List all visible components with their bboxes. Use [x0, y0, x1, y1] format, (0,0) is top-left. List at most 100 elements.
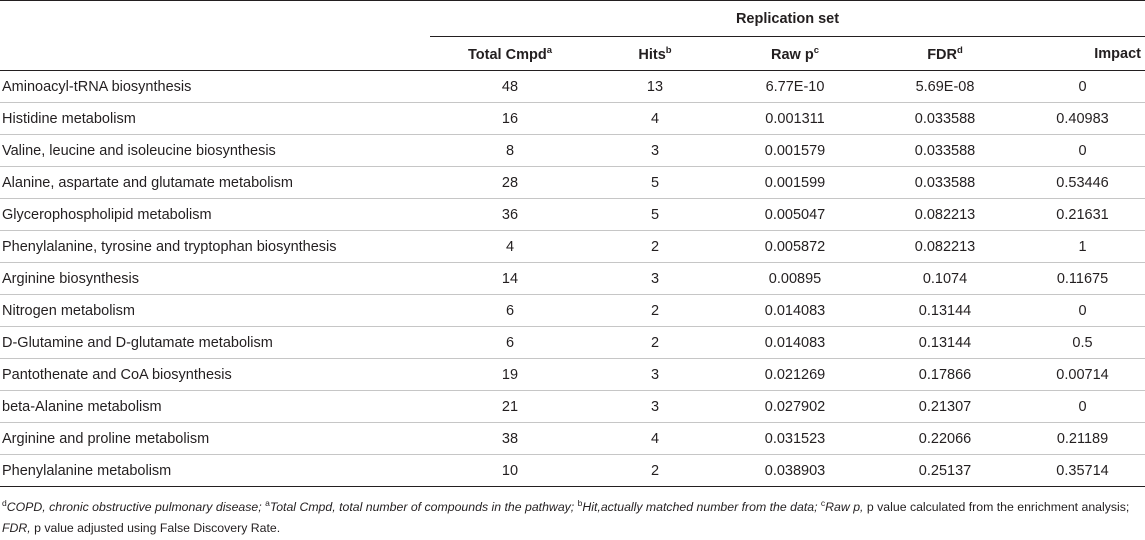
replication-set-header: Replication set	[430, 0, 1145, 37]
pathway-name: Glycerophospholipid metabolism	[0, 198, 430, 231]
total-cmpd-cell: 19	[430, 358, 590, 391]
group-header-row: Replication set	[0, 0, 1145, 37]
hits-cell: 5	[590, 198, 720, 231]
column-header-total-cmpd: Total Cmpda	[430, 36, 590, 71]
impact-cell: 0.35714	[1020, 454, 1145, 487]
footnote-marker-a: a	[265, 498, 270, 508]
fdr-cell: 5.69E-08	[870, 70, 1020, 103]
footnote-marker-b: b	[577, 498, 583, 508]
table-footnote: dCOPD, chronic obstructive pulmonary dis…	[0, 487, 1145, 539]
table-row: Histidine metabolism 16 4 0.001311 0.033588 0…	[0, 102, 1145, 135]
footnote-fdr-label: FDR,	[2, 521, 35, 536]
fdr-cell: 0.082213	[870, 198, 1020, 231]
impact-cell: 0.00714	[1020, 358, 1145, 391]
column-header-label: Hits	[638, 46, 666, 63]
fdr-cell: 0.033588	[870, 102, 1020, 135]
footnote-marker: a	[546, 44, 552, 56]
total-cmpd-cell: 4	[430, 230, 590, 263]
total-cmpd-cell: 21	[430, 390, 590, 423]
table-row: Phenylalanine metabolism 10 2 0.038903 0.251…	[0, 454, 1145, 487]
column-header-hits: Hitsb	[590, 36, 720, 71]
raw-p-cell: 0.005872	[720, 230, 870, 263]
pathway-enrichment-table: Replication set Total Cmpda Hitsb Raw pc…	[0, 0, 1145, 487]
impact-cell: 0.53446	[1020, 166, 1145, 199]
total-cmpd-cell: 16	[430, 102, 590, 135]
footnote-fdr-text: p value adjusted using False Discovery R…	[34, 521, 281, 536]
table-row: Alanine, aspartate and glutamate metabol…	[0, 166, 1145, 199]
pathway-name: D-Glutamine and D-glutamate metabolism	[0, 326, 430, 359]
hits-cell: 4	[590, 422, 720, 455]
raw-p-cell: 0.014083	[720, 294, 870, 327]
impact-cell: 0.40983	[1020, 102, 1145, 135]
raw-p-cell: 6.77E-10	[720, 70, 870, 103]
total-cmpd-cell: 48	[430, 70, 590, 103]
table-row: Aminoacyl-tRNA biosynthesis 48 13 6.77E-10 5…	[0, 70, 1145, 103]
raw-p-cell: 0.027902	[720, 390, 870, 423]
table-row: Pantothenate and CoA biosynthesis 19 3 0.02…	[0, 358, 1145, 391]
fdr-cell: 0.082213	[870, 230, 1020, 263]
impact-cell: 0.5	[1020, 326, 1145, 359]
footnote-marker: b	[665, 44, 672, 56]
fdr-cell: 0.21307	[870, 390, 1020, 423]
table-row: Glycerophospholipid metabolism 36 5 0.00504…	[0, 198, 1145, 231]
table-row: Valine, leucine and isoleucine biosynthe…	[0, 134, 1145, 167]
fdr-cell: 0.25137	[870, 454, 1020, 487]
pathway-name: Valine, leucine and isoleucine biosynthe…	[0, 134, 430, 167]
raw-p-cell: 0.001579	[720, 134, 870, 167]
footnote-copd: COPD, chronic obstructive pulmonary dise…	[6, 500, 266, 515]
fdr-cell: 0.033588	[870, 134, 1020, 167]
total-cmpd-cell: 38	[430, 422, 590, 455]
total-cmpd-cell: 6	[430, 326, 590, 359]
pathway-name: Arginine and proline metabolism	[0, 422, 430, 455]
raw-p-cell: 0.001311	[720, 102, 870, 135]
raw-p-cell: 0.021269	[720, 358, 870, 391]
pathway-name: Phenylalanine metabolism	[0, 454, 430, 487]
impact-cell: 1	[1020, 230, 1145, 263]
header-spacer	[0, 0, 430, 37]
footnote-marker: d	[957, 44, 963, 56]
pathway-name: Aminoacyl-tRNA biosynthesis	[0, 70, 430, 103]
raw-p-cell: 0.00895	[720, 262, 870, 295]
footnote-total-cmpd: Total Cmpd, total number of compounds in…	[269, 500, 578, 515]
column-header-pathway	[0, 36, 430, 71]
pathway-name: Arginine biosynthesis	[0, 262, 430, 295]
hits-cell: 2	[590, 294, 720, 327]
footnote-raw-p-text: p value calculated from the enrichment a…	[866, 500, 1130, 515]
pathway-name: Pantothenate and CoA biosynthesis	[0, 358, 430, 391]
pathway-name: Nitrogen metabolism	[0, 294, 430, 327]
impact-cell: 0.21631	[1020, 198, 1145, 231]
raw-p-cell: 0.014083	[720, 326, 870, 359]
raw-p-cell: 0.005047	[720, 198, 870, 231]
column-header-fdr: FDRd	[870, 36, 1020, 71]
table-row: beta-Alanine metabolism 21 3 0.027902 0.2130…	[0, 390, 1145, 423]
hits-cell: 3	[590, 390, 720, 423]
fdr-cell: 0.17866	[870, 358, 1020, 391]
total-cmpd-cell: 36	[430, 198, 590, 231]
table-row: Arginine and proline metabolism 38 4 0.0315…	[0, 422, 1145, 455]
fdr-cell: 0.033588	[870, 166, 1020, 199]
impact-cell: 0.21189	[1020, 422, 1145, 455]
pathway-name: beta-Alanine metabolism	[0, 390, 430, 423]
impact-cell: 0	[1020, 294, 1145, 327]
pathway-name: Histidine metabolism	[0, 102, 430, 135]
column-header-label: Total Cmpd	[468, 46, 547, 63]
footnote-marker: c	[813, 44, 819, 56]
hits-cell: 4	[590, 102, 720, 135]
column-header-raw-p: Raw pc	[720, 36, 870, 71]
column-header-label: FDR	[927, 46, 957, 63]
footnote-raw-p-label: Raw p,	[825, 500, 867, 515]
fdr-cell: 0.13144	[870, 326, 1020, 359]
table-row: Nitrogen metabolism 6 2 0.014083 0.13144 0	[0, 294, 1145, 327]
column-header-impact: Impact	[1020, 36, 1145, 71]
pathway-name: Phenylalanine, tyrosine and tryptophan b…	[0, 230, 430, 263]
table-row: D-Glutamine and D-glutamate metabolism 6 2…	[0, 326, 1145, 359]
total-cmpd-cell: 14	[430, 262, 590, 295]
fdr-cell: 0.1074	[870, 262, 1020, 295]
total-cmpd-cell: 10	[430, 454, 590, 487]
column-header-label: Impact	[1094, 45, 1142, 62]
fdr-cell: 0.13144	[870, 294, 1020, 327]
column-header-label: Raw p	[771, 46, 814, 63]
total-cmpd-cell: 6	[430, 294, 590, 327]
total-cmpd-cell: 28	[430, 166, 590, 199]
